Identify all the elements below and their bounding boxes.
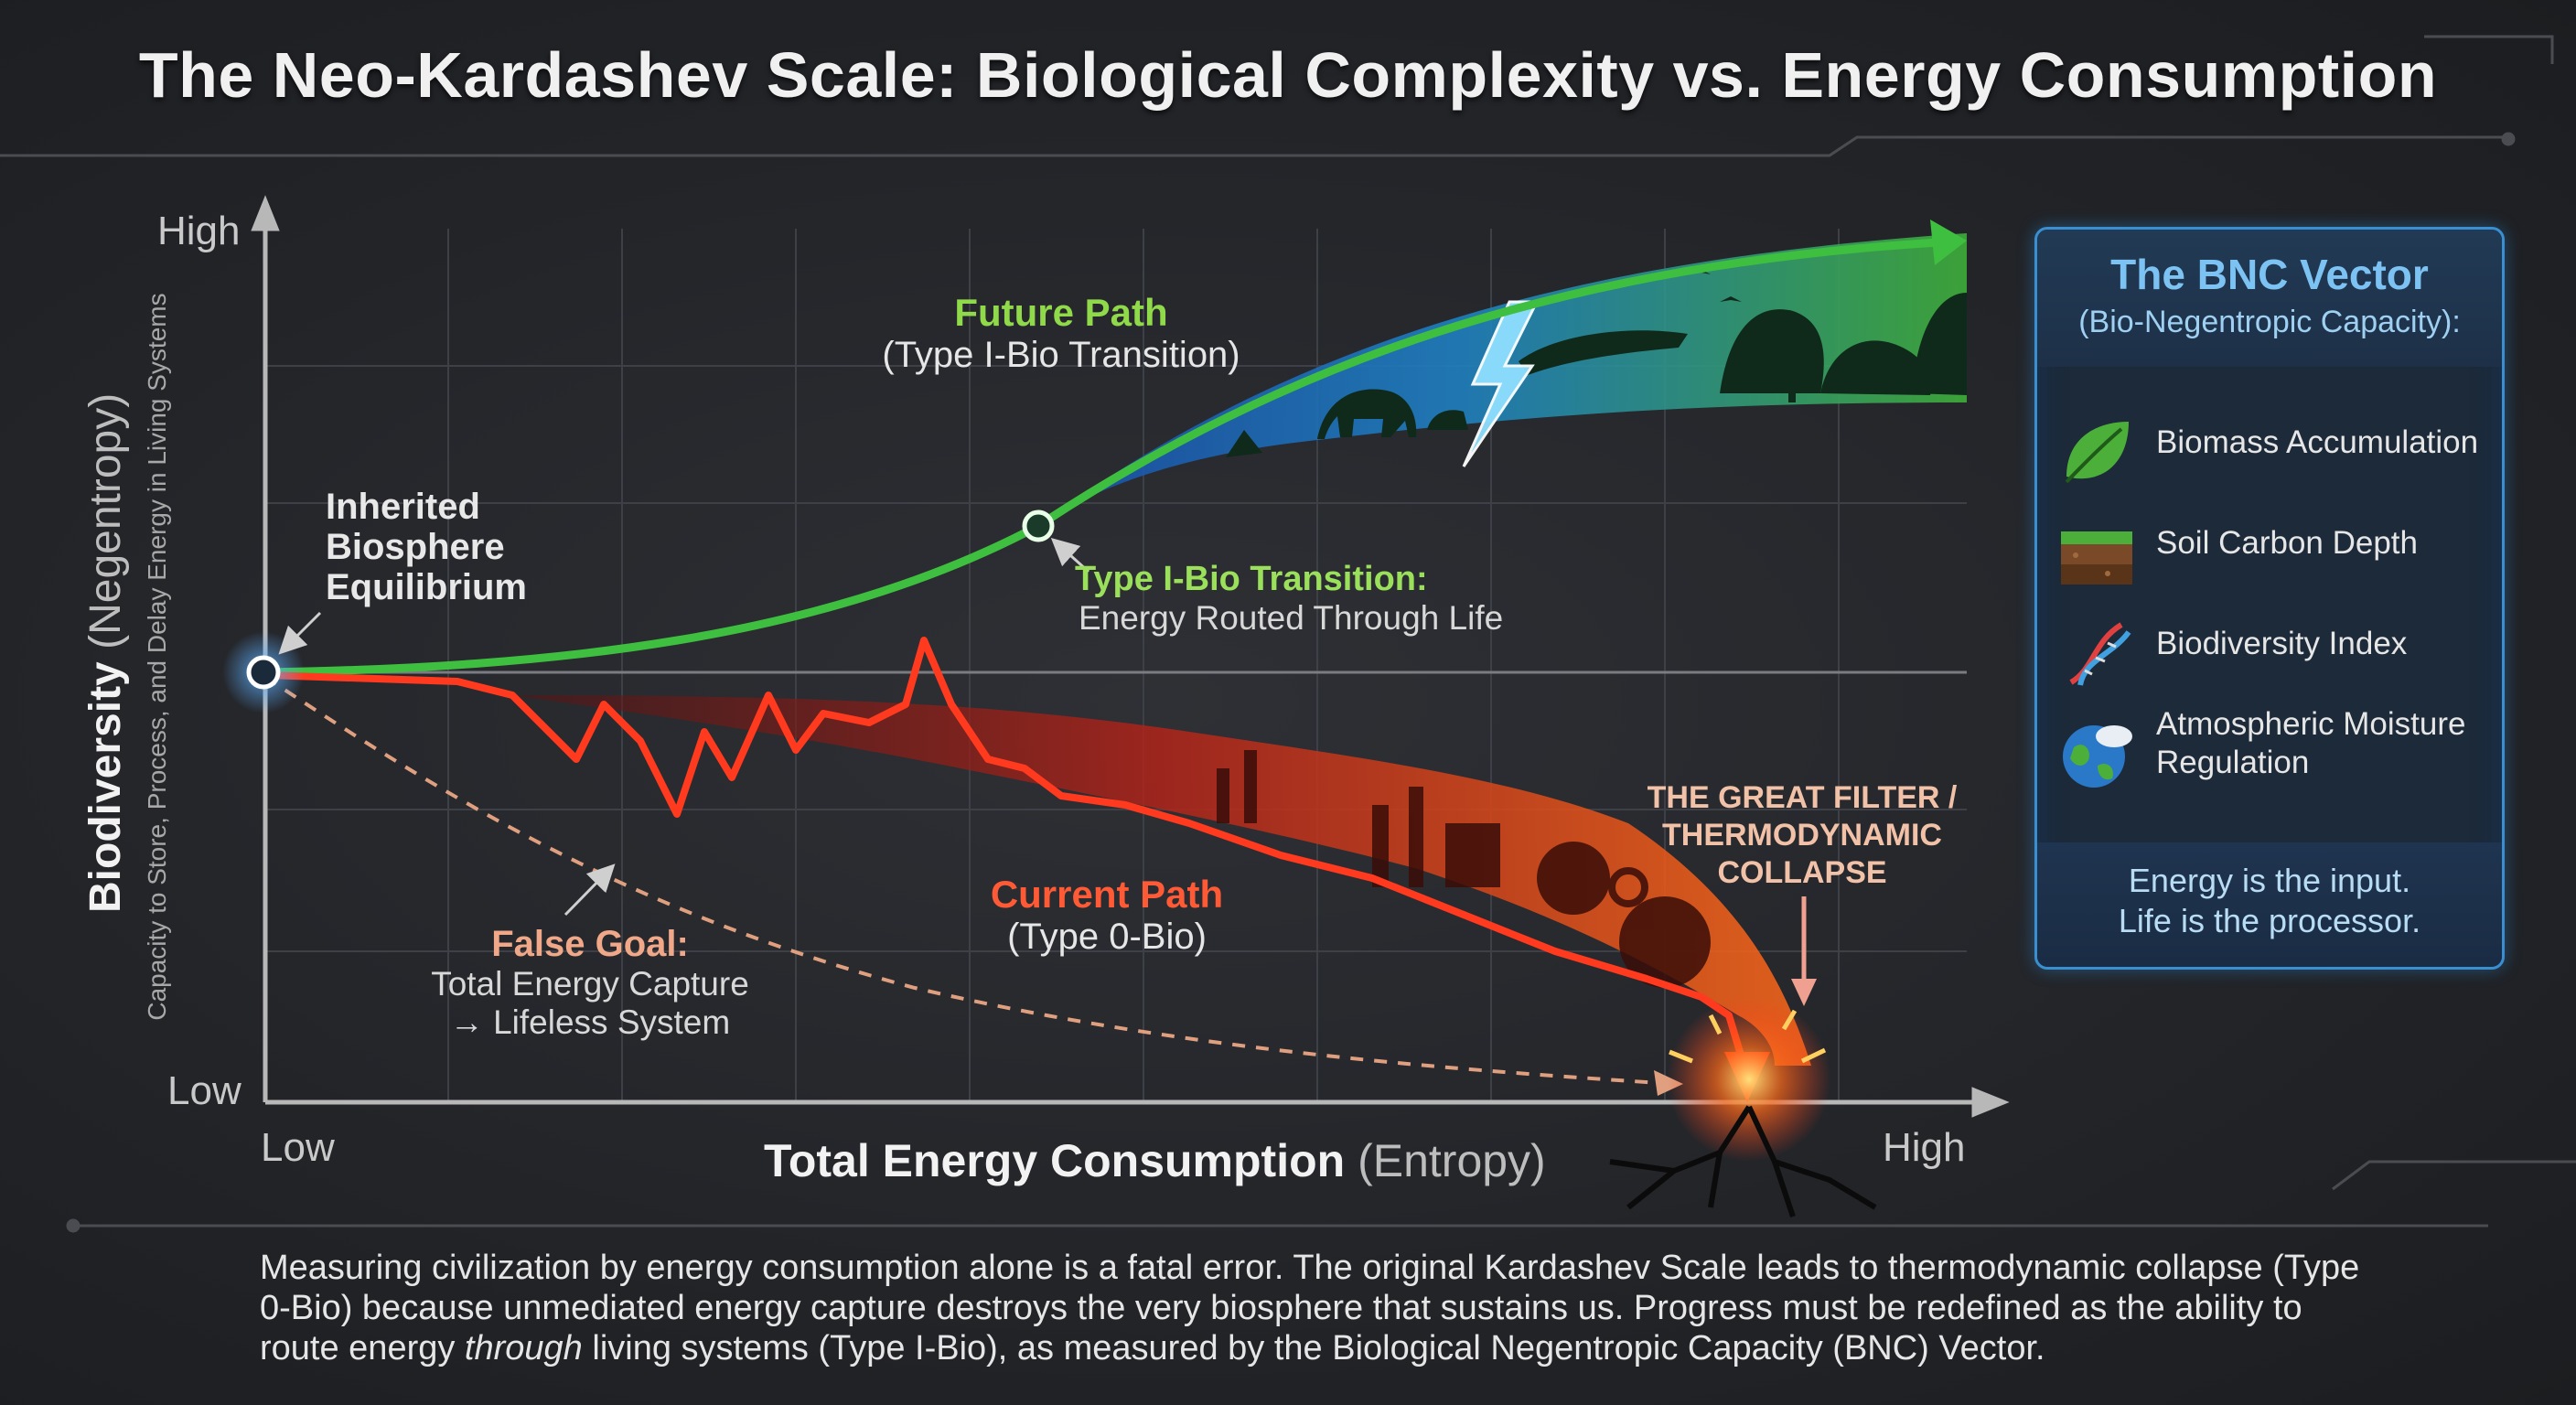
filter-line-1: THE GREAT FILTER /	[1647, 780, 1958, 815]
transition-node	[1022, 509, 1055, 542]
wildlife-silhouettes	[1226, 267, 1967, 457]
bnc-item-label: Soil Carbon Depth	[2156, 525, 2418, 561]
industry-silhouettes	[1217, 750, 1711, 988]
inherited-line-1: Inherited	[326, 487, 480, 527]
soil-icon	[2061, 531, 2132, 585]
transition-label: Type I-Bio Transition: Energy Routed Thr…	[1075, 560, 1503, 638]
inherited-pointer	[278, 611, 322, 655]
y-axis-title-rest: (Negentropy)	[81, 392, 130, 649]
false-goal-curve	[263, 675, 1675, 1086]
x-axis-title-bold: Total Energy Consumption	[764, 1135, 1346, 1186]
caption: Measuring civilization by energy consump…	[260, 1248, 2364, 1368]
bnc-item-biomass: Biomass Accumulation	[2057, 403, 2487, 495]
inherited-line-2: Biosphere	[326, 527, 505, 567]
great-filter-label: THE GREAT FILTER / THERMODYNAMIC COLLAPS…	[1647, 779, 1958, 892]
false-goal-label: False Goal: Total Energy Capture → Lifel…	[402, 924, 778, 1042]
page-title: The Neo-Kardashev Scale: Biological Comp…	[138, 39, 2438, 111]
bnc-footer: Energy is the input. Life is the process…	[2037, 842, 2502, 967]
current-path-label: Current Path (Type 0-Bio)	[951, 873, 1262, 958]
earth-cloud-icon	[2063, 725, 2132, 788]
false-goal-line-1: Total Energy Capture	[431, 965, 749, 1003]
current-path-subtitle: (Type 0-Bio)	[1007, 917, 1207, 957]
transition-pointer	[1050, 537, 1090, 574]
collapse-blast	[1667, 997, 1831, 1162]
y-low-label: Low	[167, 1068, 242, 1113]
bnc-item-label: Atmospheric Moisture Regulation	[2156, 706, 2466, 780]
future-path-subtitle: (Type I-Bio Transition)	[882, 335, 1240, 375]
caption-part-1: Measuring civilization by energy consump…	[260, 1249, 2360, 1367]
x-axis-title-rest: (Entropy)	[1358, 1135, 1546, 1186]
start-node	[246, 655, 281, 690]
bnc-footer-line-1: Energy is the input.	[2128, 862, 2411, 899]
bnc-footer-line-2: Life is the processor.	[2118, 902, 2421, 939]
bnc-item-moisture: Atmospheric Moisture Regulation	[2057, 705, 2487, 797]
blast-sparks	[1669, 1009, 1827, 1064]
x-low-label: Low	[261, 1125, 335, 1170]
bnc-subtitle: (Bio-Negentropic Capacity):	[2078, 305, 2461, 339]
inherited-line-3: Equilibrium	[326, 567, 527, 607]
y-axis-subtitle: Capacity to Store, Process, and Delay En…	[143, 293, 171, 1021]
bnc-item-soil: Soil Carbon Depth	[2057, 504, 2487, 595]
future-path-label: Future Path (Type I-Bio Transition)	[851, 291, 1272, 376]
inherited-equilibrium-label: Inherited Biosphere Equilibrium	[326, 487, 527, 607]
current-band	[512, 695, 1811, 1066]
bnc-item-label: Biomass Accumulation	[2156, 424, 2479, 460]
dna-icon	[2069, 622, 2131, 686]
transition-title: Type I-Bio Transition:	[1075, 560, 1428, 598]
y-high-label: High	[157, 209, 241, 253]
transition-subtitle: Energy Routed Through Life	[1079, 599, 1504, 637]
x-axis-title: Total Energy Consumption (Entropy)	[764, 1134, 1546, 1187]
caption-emphasis: through	[464, 1329, 583, 1367]
current-path-title: Current Path	[990, 873, 1224, 916]
false-goal-line-2: → Lifeless System	[449, 1003, 731, 1041]
frame-lines	[0, 35, 2576, 1233]
filter-arrowhead	[1791, 979, 1817, 1006]
current-path-line	[264, 637, 1746, 1063]
lightning-icon	[1462, 300, 1540, 467]
future-path-arrowhead	[1930, 220, 1967, 265]
future-path-title: Future Path	[954, 291, 1168, 334]
bnc-item-biodiversity: Biodiversity Index	[2057, 605, 2487, 696]
false-goal-title: False Goal:	[491, 924, 689, 964]
x-high-label: High	[1883, 1125, 1966, 1170]
leaf-icon	[2065, 422, 2129, 484]
filter-line-2: THERMODYNAMIC	[1662, 818, 1942, 853]
caption-part-2: living systems (Type I-Bio), as measured…	[582, 1329, 2045, 1367]
bnc-title: The BNC Vector	[2110, 251, 2429, 298]
bnc-item-label: Biodiversity Index	[2156, 626, 2408, 661]
bnc-header: The BNC Vector (Bio-Negentropic Capacity…	[2037, 230, 2502, 367]
bnc-vector-panel: The BNC Vector (Bio-Negentropic Capacity…	[2034, 227, 2505, 970]
y-axis-title-bold: Biodiversity	[81, 661, 130, 913]
filter-line-3: COLLAPSE	[1717, 855, 1887, 890]
ground-cracks	[1609, 1105, 1877, 1217]
false-goal-pointer	[564, 863, 616, 917]
